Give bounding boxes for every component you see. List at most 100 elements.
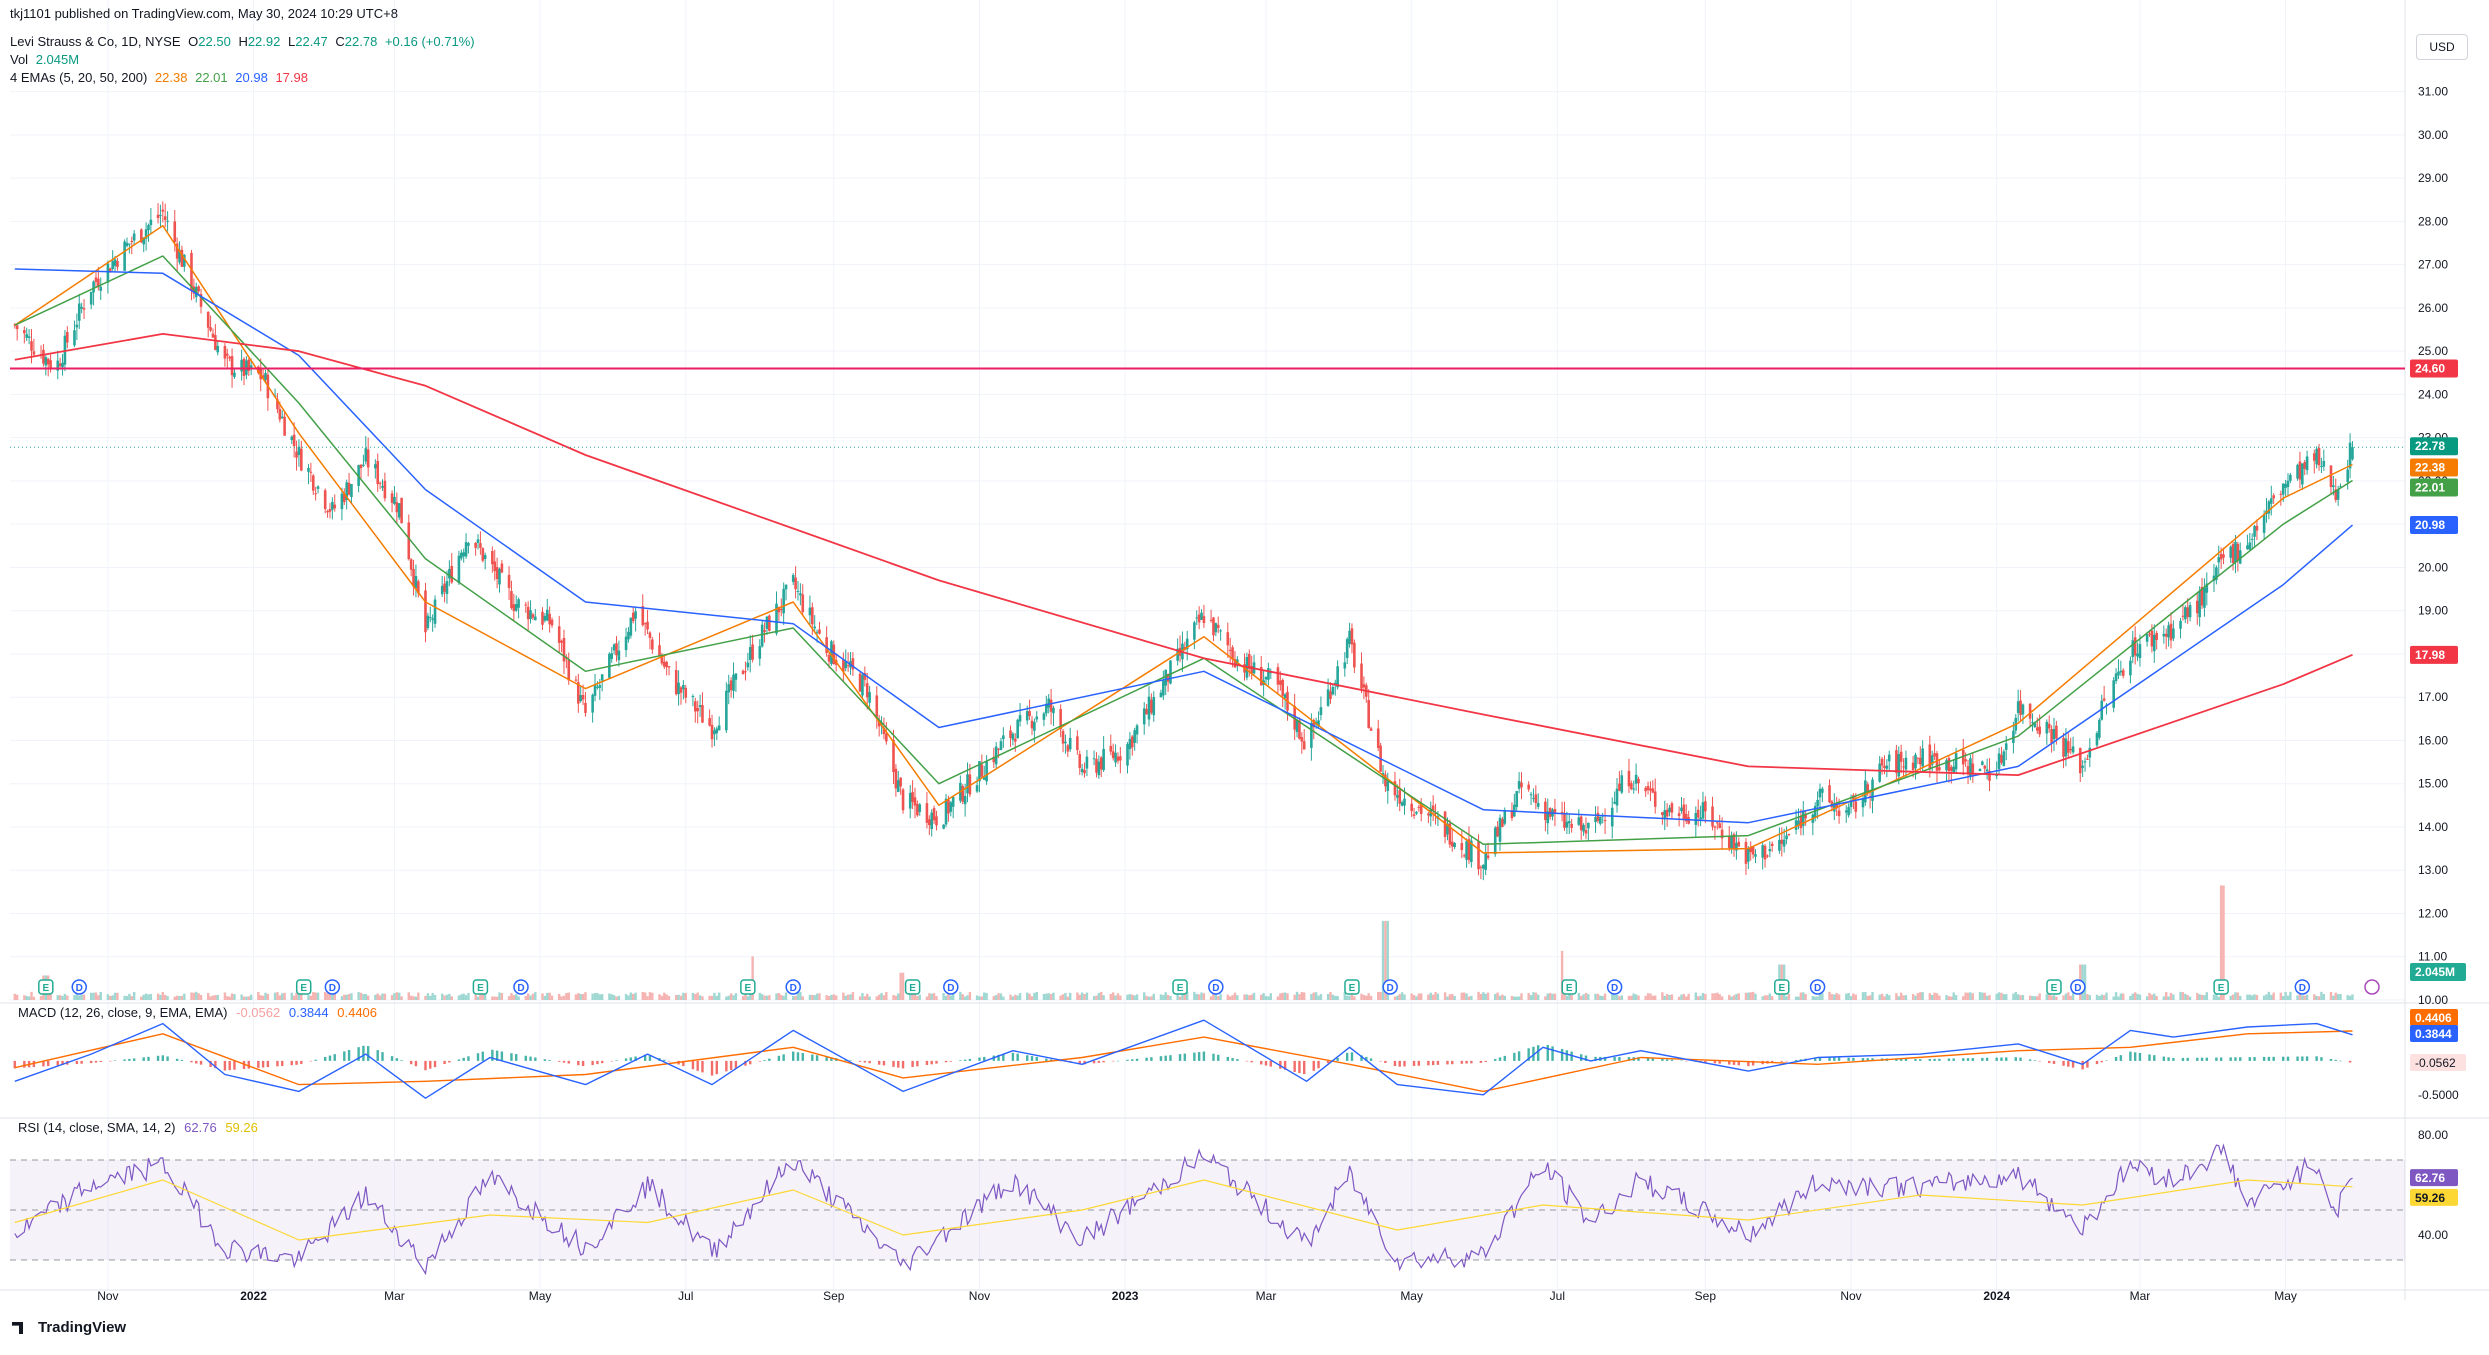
candle	[1770, 843, 1774, 846]
price-label: 17.98	[2415, 648, 2445, 662]
dividend-marker-label: D	[1814, 983, 1821, 994]
candle	[584, 702, 587, 713]
candle	[1393, 781, 1397, 796]
volume-bar	[2088, 995, 2092, 1000]
candle	[474, 542, 477, 548]
price-label-bg	[2410, 437, 2458, 456]
volume-bar	[1400, 992, 1404, 1000]
candle	[378, 482, 382, 484]
volume-bar	[858, 996, 862, 1000]
candle	[75, 324, 79, 328]
candle	[1682, 804, 1686, 819]
macd-hist-bar	[1298, 1060, 1301, 1074]
macd-label: MACD (12, 26, close, 9, EMA, EMA)	[18, 1005, 228, 1020]
macd-hist-bar	[1933, 1058, 1936, 1061]
candle	[2000, 754, 2003, 763]
candle	[142, 237, 146, 245]
volume-bar	[1217, 996, 1220, 1000]
candle	[247, 359, 251, 371]
volume-bar	[1133, 995, 1136, 1000]
volume-bar	[1066, 996, 1070, 1000]
macd-hist-bar	[23, 1060, 26, 1068]
macd-hist-bar	[1145, 1057, 1148, 1061]
volume-bar	[1785, 996, 1788, 1000]
candle	[2052, 728, 2056, 740]
candle	[1536, 802, 1540, 807]
volume-bar	[1620, 995, 1623, 1000]
volume-bar	[1527, 993, 1530, 1000]
volume-bar	[1766, 995, 1769, 1000]
macd-hist-bar	[414, 1060, 418, 1067]
candle	[1176, 648, 1179, 661]
macd-hist-bar	[2339, 1060, 2342, 1062]
candle	[1844, 810, 1848, 813]
candle	[1761, 845, 1764, 858]
candle	[66, 332, 69, 343]
volume-bar	[1802, 992, 1805, 1000]
candle	[1042, 713, 1046, 720]
candle	[877, 721, 881, 727]
macd-hist-bar	[156, 1055, 160, 1061]
candle	[1945, 760, 1948, 771]
volume-bar	[832, 994, 836, 1000]
candle	[517, 599, 520, 608]
volume-bar	[679, 995, 683, 1000]
macd-hist-bar	[2301, 1056, 2304, 1061]
volume-bar	[567, 992, 570, 1000]
volume-bar	[660, 995, 664, 1000]
macd-hist-bar	[500, 1051, 504, 1061]
volume-bar	[1587, 994, 1590, 1000]
ema50-line	[14, 268, 2353, 824]
volume-bar	[1864, 991, 1867, 1000]
volume-bar	[574, 994, 578, 1000]
volume-bar	[448, 993, 451, 1000]
candle	[1462, 855, 1466, 857]
candle	[851, 658, 855, 670]
volume-bar	[1377, 991, 1380, 1000]
candle	[978, 761, 981, 782]
volume-bar	[710, 995, 714, 1000]
volume-bar	[942, 993, 945, 1000]
volume-bar	[534, 992, 537, 1000]
dividend-marker-label: D	[790, 983, 797, 994]
macd-hist-bar	[1728, 1060, 1731, 1065]
volume-bar	[880, 992, 883, 1000]
currency-button[interactable]: USD	[2416, 34, 2468, 60]
volume-bar	[245, 996, 248, 1000]
candle	[665, 661, 668, 668]
rsi-value-label-bg	[2410, 1169, 2458, 1187]
volume-bar	[2248, 994, 2251, 1000]
volume-bar	[1245, 994, 1249, 1000]
macd-hist-bar	[1594, 1056, 1597, 1061]
volume-bar	[1150, 996, 1153, 1000]
candle	[1061, 730, 1065, 744]
candle	[295, 451, 298, 458]
volume-bar	[2298, 993, 2302, 1000]
volume-bar	[1988, 995, 1991, 1000]
macd-hist-bar	[1503, 1055, 1506, 1061]
candle	[1312, 720, 1316, 728]
candle	[417, 581, 420, 594]
volume-bar	[1747, 992, 1750, 1000]
candle	[932, 808, 936, 821]
dividend-marker	[2070, 979, 2086, 995]
candle	[197, 286, 200, 292]
candle	[1078, 754, 1082, 769]
volume-bar	[130, 996, 133, 1000]
candle	[1615, 788, 1619, 806]
volume-bar	[760, 994, 764, 1000]
candle	[2238, 550, 2242, 564]
candle	[629, 617, 633, 636]
candle	[966, 774, 969, 794]
volume-bar	[1431, 994, 1435, 1000]
candle	[732, 674, 735, 691]
candle	[1747, 848, 1750, 862]
candle	[791, 575, 795, 582]
macd-hist-bar	[1904, 1058, 1908, 1061]
candle	[1928, 744, 1932, 770]
candle	[1749, 847, 1753, 852]
volume-bar	[1952, 992, 1955, 1000]
volume-bar	[1068, 992, 1072, 1000]
candle	[2081, 765, 2084, 768]
